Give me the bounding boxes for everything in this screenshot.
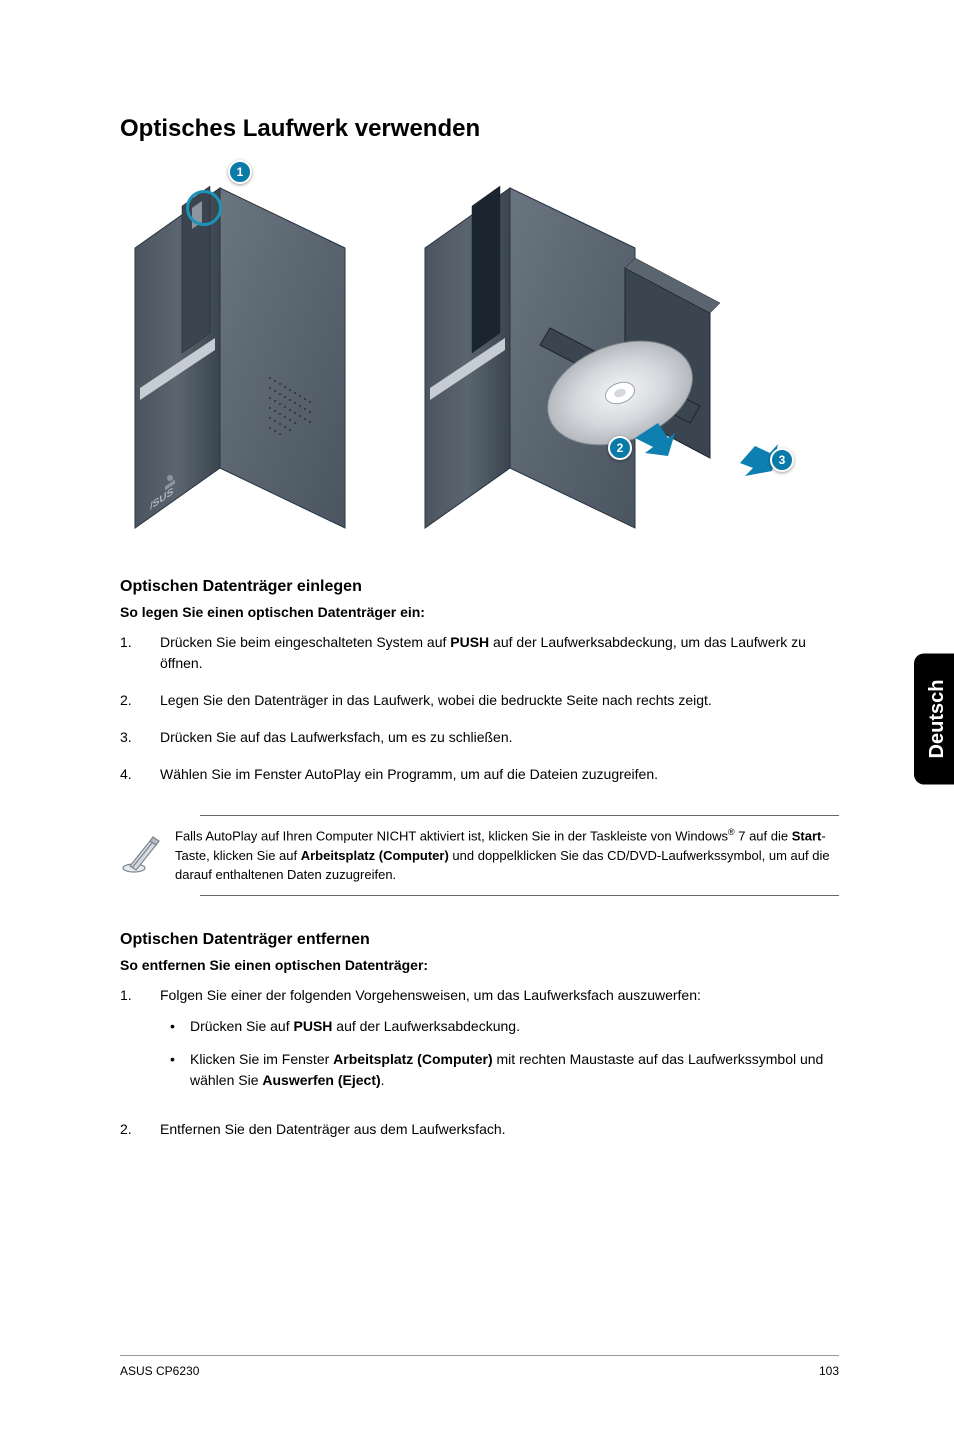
tower-closed-diagram: /SUS 1	[120, 178, 350, 538]
note-icon	[120, 826, 175, 881]
bullet-item: • Klicken Sie im Fenster Arbeitsplatz (C…	[160, 1049, 839, 1091]
list-item: 2. Legen Sie den Datenträger in das Lauf…	[120, 690, 839, 711]
remove-intro: So entfernen Sie einen optischen Datentr…	[120, 957, 839, 973]
remove-steps: 1. Folgen Sie einer der folgenden Vorgeh…	[120, 985, 839, 1140]
list-item: 1. Folgen Sie einer der folgenden Vorgeh…	[120, 985, 839, 1103]
step-text: Legen Sie den Datenträger in das Laufwer…	[160, 690, 839, 711]
step-number: 4.	[120, 764, 160, 785]
step-number: 1.	[120, 632, 160, 674]
badge-3: 3	[770, 448, 794, 472]
step-number: 2.	[120, 690, 160, 711]
list-item: 3. Drücken Sie auf das Laufwerksfach, um…	[120, 727, 839, 748]
page-title: Optisches Laufwerk verwenden	[120, 115, 839, 143]
footer-model: ASUS CP6230	[120, 1364, 199, 1378]
insert-intro: So legen Sie einen optischen Datenträger…	[120, 604, 839, 620]
step-text: Drücken Sie beim eingeschalteten System …	[160, 632, 839, 674]
bullet-marker: •	[160, 1049, 190, 1091]
step-number: 1.	[120, 985, 160, 1103]
insert-heading: Optischen Datenträger einlegen	[120, 578, 839, 596]
step-text: Drücken Sie auf das Laufwerksfach, um es…	[160, 727, 839, 748]
step-text: Folgen Sie einer der folgenden Vorgehens…	[160, 985, 839, 1103]
remove-heading: Optischen Datenträger entfernen	[120, 931, 839, 949]
page-content: Optisches Laufwerk verwenden	[0, 0, 954, 1230]
highlight-ring	[186, 190, 222, 226]
bullet-item: • Drücken Sie auf PUSH auf der Laufwerks…	[160, 1016, 839, 1037]
step-number: 3.	[120, 727, 160, 748]
tower-open-diagram: 2 3	[410, 178, 780, 538]
list-item: 4. Wählen Sie im Fenster AutoPlay ein Pr…	[120, 764, 839, 785]
list-item: 2. Entfernen Sie den Datenträger aus dem…	[120, 1119, 839, 1140]
step-text: Wählen Sie im Fenster AutoPlay ein Progr…	[160, 764, 839, 785]
footer-page-number: 103	[819, 1364, 839, 1378]
info-note-box: Falls AutoPlay auf Ihren Computer NICHT …	[200, 815, 839, 896]
list-item: 1. Drücken Sie beim eingeschalteten Syst…	[120, 632, 839, 674]
diagram-row: /SUS 1	[120, 178, 839, 538]
badge-2: 2	[608, 436, 632, 460]
insert-steps: 1. Drücken Sie beim eingeschalteten Syst…	[120, 632, 839, 785]
badge-1: 1	[228, 160, 252, 184]
step-number: 2.	[120, 1119, 160, 1140]
language-tab: Deutsch	[914, 654, 954, 785]
page-footer: ASUS CP6230 103	[120, 1355, 839, 1378]
note-text: Falls AutoPlay auf Ihren Computer NICHT …	[175, 826, 839, 885]
sub-bullet-list: • Drücken Sie auf PUSH auf der Laufwerks…	[160, 1016, 839, 1091]
bullet-marker: •	[160, 1016, 190, 1037]
step-text: Entfernen Sie den Datenträger aus dem La…	[160, 1119, 839, 1140]
